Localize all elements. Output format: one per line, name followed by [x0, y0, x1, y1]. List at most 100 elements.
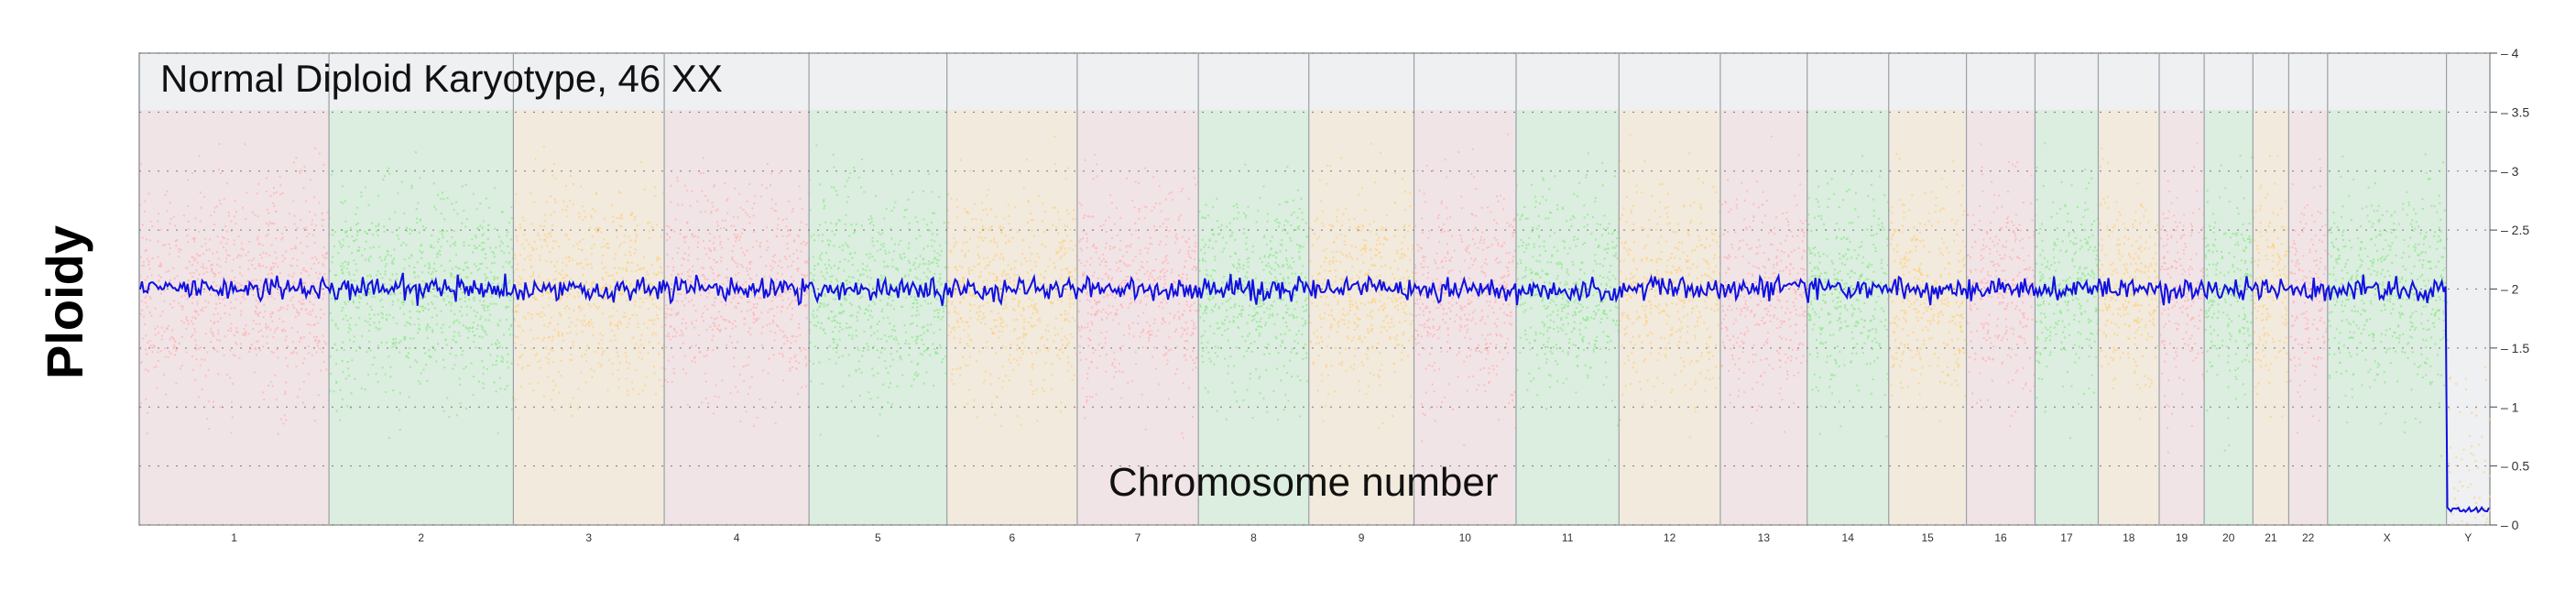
ratio-point [686, 404, 689, 407]
ratio-point [702, 157, 704, 159]
ratio-point [299, 172, 301, 175]
ratio-point [966, 321, 968, 323]
ratio-point [1173, 281, 1175, 284]
ratio-point [704, 281, 707, 284]
ratio-point [190, 320, 192, 322]
ratio-point [452, 367, 454, 370]
ratio-point [701, 190, 704, 192]
ratio-point [187, 220, 190, 223]
ratio-point [803, 276, 806, 279]
ratio-point [1007, 203, 1010, 206]
ratio-point [1030, 304, 1032, 307]
ratio-point [938, 309, 941, 311]
ratio-point [1134, 229, 1137, 232]
ratio-point [210, 341, 213, 344]
ratio-point [611, 314, 614, 317]
ratio-point [827, 406, 830, 409]
ratio-point [630, 213, 633, 216]
ratio-point [344, 200, 346, 202]
ratio-point [494, 187, 497, 190]
ratio-point [560, 314, 562, 317]
ratio-point [481, 226, 484, 229]
ratio-point [739, 373, 742, 376]
ratio-point [855, 329, 857, 332]
ratio-point [1089, 329, 1092, 332]
ratio-point [368, 313, 371, 316]
ratio-point [266, 335, 268, 338]
ratio-point [653, 372, 656, 375]
ratio-point [1086, 233, 1088, 235]
ratio-point [1119, 304, 1122, 307]
ratio-point [202, 267, 205, 269]
ratio-point [952, 292, 955, 295]
ratio-point [1255, 368, 1258, 371]
ratio-point [410, 255, 413, 257]
ratio-point [1104, 342, 1107, 344]
ratio-point [353, 341, 355, 344]
ratio-point [259, 286, 262, 289]
ratio-point [1211, 291, 1214, 294]
ratio-point [175, 382, 178, 385]
ratio-point [413, 267, 416, 269]
ratio-point [208, 260, 211, 263]
ratio-point [1099, 225, 1102, 228]
ratio-point [296, 396, 299, 399]
ratio-point [1129, 302, 1131, 305]
ratio-point [977, 307, 980, 310]
ratio-point [1064, 285, 1066, 288]
ratio-point [1053, 266, 1056, 268]
ratio-point [999, 226, 1001, 229]
ratio-point [925, 349, 928, 352]
ratio-point [514, 257, 517, 260]
ratio-point [714, 324, 716, 327]
ratio-point [1092, 178, 1095, 180]
ratio-point [473, 322, 475, 324]
ratio-point [932, 292, 934, 295]
ratio-point [157, 220, 159, 223]
ratio-point [1217, 220, 1219, 223]
ratio-point [1060, 410, 1063, 413]
ratio-point [374, 296, 377, 299]
ratio-point [683, 355, 686, 357]
ratio-point [866, 343, 868, 345]
ratio-point [533, 296, 536, 299]
ratio-point [1065, 344, 1068, 347]
ratio-point [682, 334, 684, 337]
ratio-point [1057, 298, 1060, 300]
ratio-point [1067, 167, 1070, 169]
ratio-point [450, 304, 453, 307]
ratio-point [518, 223, 521, 225]
ratio-point [1131, 379, 1134, 382]
ratio-point [651, 333, 654, 336]
ratio-point [959, 158, 962, 161]
ratio-point [820, 258, 823, 261]
ratio-point [481, 336, 484, 339]
ratio-point [1151, 269, 1153, 272]
ratio-point [1162, 318, 1164, 321]
ratio-point [291, 275, 294, 278]
ratio-point [655, 333, 658, 335]
ratio-point [976, 416, 978, 419]
ratio-point [962, 280, 965, 283]
ratio-point [479, 318, 482, 321]
ratio-point [628, 317, 631, 320]
ratio-point [1041, 244, 1043, 246]
ratio-point [1216, 197, 1218, 200]
ratio-point [969, 338, 972, 341]
ratio-point [603, 245, 606, 247]
ratio-point [361, 254, 364, 257]
ratio-point [1064, 319, 1066, 322]
ratio-point [1212, 311, 1215, 313]
ratio-point [367, 291, 370, 294]
ratio-point [284, 390, 287, 393]
ratio-point [147, 369, 149, 372]
ratio-point [454, 241, 457, 244]
ratio-point [1096, 310, 1098, 312]
ratio-point [944, 267, 947, 269]
ratio-point [825, 271, 828, 274]
ratio-point [308, 211, 311, 213]
ratio-point [1205, 308, 1207, 311]
ratio-point [278, 272, 281, 275]
ratio-point [951, 302, 954, 305]
ratio-point [370, 309, 373, 311]
